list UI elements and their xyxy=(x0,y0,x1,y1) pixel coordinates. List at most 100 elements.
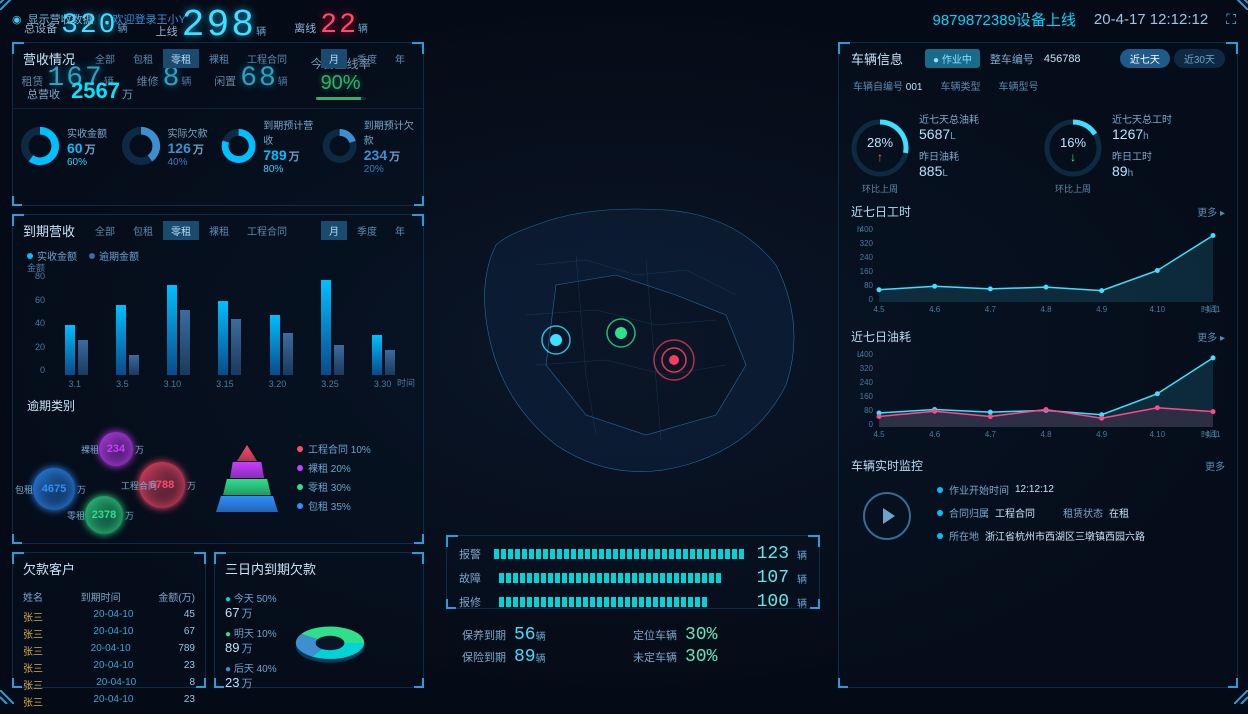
datetime: 20-4-17 12:12:12 xyxy=(1094,11,1208,28)
table-row[interactable]: 张三20-04-108 xyxy=(23,676,195,693)
bubble-裸租: 234 xyxy=(99,432,133,466)
svg-text:400: 400 xyxy=(860,225,874,234)
tab-季度[interactable]: 季度 xyxy=(349,49,385,68)
revenue-title: 营收情况 xyxy=(23,49,75,68)
svg-text:时间: 时间 xyxy=(1201,304,1217,314)
bstat-未定车辆: 未定车辆30% xyxy=(633,646,804,668)
more-link[interactable]: 更多 ▸ xyxy=(1197,204,1225,219)
alert-故障: 故障107辆 xyxy=(447,566,819,590)
vehicle-info-panel: 车辆信息 ● 作业中 整车编号 456788 近七天近30天 车辆自编号 001… xyxy=(838,42,1238,688)
table-row[interactable]: 张三20-04-1067 xyxy=(23,625,195,642)
tab-包租[interactable]: 包租 xyxy=(125,49,161,68)
chart-近七日工时: 近七日工时更多 ▸ h 4003202401608004.54.64.74.84… xyxy=(839,199,1237,324)
total-revenue-label: 总营收 xyxy=(27,89,60,101)
alert-报警: 报警123辆 xyxy=(447,542,819,566)
tab-年[interactable]: 年 xyxy=(387,221,413,240)
monitor-more[interactable]: 更多 xyxy=(1205,458,1225,473)
play-button[interactable] xyxy=(863,492,911,540)
range-tab-近七天[interactable]: 近七天 xyxy=(1120,49,1170,68)
china-map[interactable] xyxy=(436,165,828,527)
svg-text:28%: 28% xyxy=(867,135,893,150)
bubble-零租: 2378 xyxy=(85,496,123,534)
welcome-text: 欢迎登录王小Y xyxy=(112,11,185,27)
vehicle-title: 车辆信息 xyxy=(851,49,903,68)
svg-text:4.9: 4.9 xyxy=(1096,305,1108,314)
svg-text:↑: ↑ xyxy=(877,150,883,164)
tab-工程合同[interactable]: 工程合同 xyxy=(239,221,295,240)
svg-text:240: 240 xyxy=(860,253,874,262)
revenue-panel: 营收情况 全部包租零租裸租工程合同 月季度年 总营收 2567万 实收金额 60… xyxy=(12,42,424,206)
svg-text:0: 0 xyxy=(869,420,874,429)
monitor-title: 车辆实时监控 xyxy=(851,457,923,474)
gauge: 16% ↓ 环比上周 近七天总工时1267h昨日工时89h xyxy=(1042,111,1227,185)
three-day-donut xyxy=(285,616,375,670)
bstat-保险到期: 保险到期89辆 xyxy=(462,646,633,668)
play-icon xyxy=(883,508,895,524)
tab-全部[interactable]: 全部 xyxy=(87,49,123,68)
svg-text:4.10: 4.10 xyxy=(1150,305,1166,314)
tab-月[interactable]: 月 xyxy=(321,49,347,68)
svg-text:4.10: 4.10 xyxy=(1150,430,1166,439)
three-day-title: 三日内到期欠款 xyxy=(225,559,316,578)
svg-text:320: 320 xyxy=(860,239,874,248)
eye-icon: ◉ xyxy=(12,13,22,26)
vehicle-status-badge: ● 作业中 xyxy=(925,49,980,68)
tab-裸租[interactable]: 裸租 xyxy=(201,221,237,240)
fullscreen-icon[interactable]: ⛶ xyxy=(1226,11,1236,28)
debt-customers-panel: 欠款客户 姓名到期时间金额(万)张三20-04-1045张三20-04-1067… xyxy=(12,552,206,688)
tab-零租[interactable]: 零租 xyxy=(163,221,199,240)
tab-月[interactable]: 月 xyxy=(321,221,347,240)
bubble-包租: 4675 xyxy=(33,468,75,510)
range-tab-近30天[interactable]: 近30天 xyxy=(1174,49,1225,68)
svg-text:0: 0 xyxy=(869,295,874,304)
svg-text:4.5: 4.5 xyxy=(873,430,885,439)
svg-text:160: 160 xyxy=(860,267,874,276)
tab-季度[interactable]: 季度 xyxy=(349,221,385,240)
svg-text:4.6: 4.6 xyxy=(929,305,941,314)
svg-text:400: 400 xyxy=(860,350,874,359)
tab-年[interactable]: 年 xyxy=(387,49,413,68)
revenue-donuts: 实收金额 60万 60% 实际欠款 126万 40% 到期预计营收 789万 8… xyxy=(13,109,423,183)
donut-到期预计欠款: 到期预计欠款 234万 20% xyxy=(321,117,418,175)
total-revenue-value: 2567 xyxy=(71,78,120,103)
bar-group xyxy=(65,325,88,375)
svg-text:240: 240 xyxy=(860,378,874,387)
table-row[interactable]: 张三20-04-10789 xyxy=(23,642,195,659)
overdue-title: 逾期类别 xyxy=(27,397,409,414)
bar-group xyxy=(167,285,190,375)
donut-到期预计营收: 到期预计营收 789万 80% xyxy=(220,117,317,175)
svg-text:时间: 时间 xyxy=(1201,429,1217,439)
table-row[interactable]: 张三20-04-1023 xyxy=(23,659,195,676)
alerts-panel: 报警123辆故障107辆报修100辆 xyxy=(446,535,820,609)
tab-全部[interactable]: 全部 xyxy=(87,221,123,240)
tab-零租[interactable]: 零租 xyxy=(163,49,199,68)
svg-text:80: 80 xyxy=(864,406,873,415)
topbar: ◉ 显示营收数据 | 欢迎登录王小Y 9879872389设备上线 20-4-1… xyxy=(0,2,1248,36)
due-title: 到期营收 xyxy=(23,221,75,240)
more-link[interactable]: 更多 ▸ xyxy=(1197,329,1225,344)
overdue-bubbles: 234 裸租 万4675 包租 万6788 工程合同 万2378 零租 万 xyxy=(27,424,197,534)
table-row[interactable]: 张三20-04-1045 xyxy=(23,608,195,625)
bstat-定位车辆: 定位车辆30% xyxy=(633,624,804,646)
gauge: 28% ↑ 环比上周 近七天总油耗5687L昨日油耗885L xyxy=(849,111,1034,185)
table-row[interactable]: 张三20-04-1023 xyxy=(23,693,195,710)
show-data-toggle[interactable]: 显示营收数据 xyxy=(28,11,94,27)
donut-实收金额: 实收金额 60万 60% xyxy=(19,117,116,175)
svg-text:16%: 16% xyxy=(1060,135,1086,150)
bar-group xyxy=(270,315,293,375)
tab-裸租[interactable]: 裸租 xyxy=(201,49,237,68)
donut-实际欠款: 实际欠款 126万 40% xyxy=(120,117,217,175)
svg-text:4.7: 4.7 xyxy=(985,305,997,314)
svg-text:160: 160 xyxy=(860,392,874,401)
svg-text:4.8: 4.8 xyxy=(1040,430,1052,439)
device-online-notice: 9879872389设备上线 xyxy=(932,9,1075,30)
revenue-period-tabs: 月季度年 xyxy=(321,49,413,68)
debt-title: 欠款客户 xyxy=(23,559,75,578)
revenue-tabs: 全部包租零租裸租工程合同 xyxy=(87,49,295,68)
tab-包租[interactable]: 包租 xyxy=(125,221,161,240)
overdue-pyramid xyxy=(207,445,287,513)
svg-text:4.6: 4.6 xyxy=(929,430,941,439)
alert-报修: 报修100辆 xyxy=(447,590,819,614)
tab-工程合同[interactable]: 工程合同 xyxy=(239,49,295,68)
svg-text:4.7: 4.7 xyxy=(985,430,997,439)
